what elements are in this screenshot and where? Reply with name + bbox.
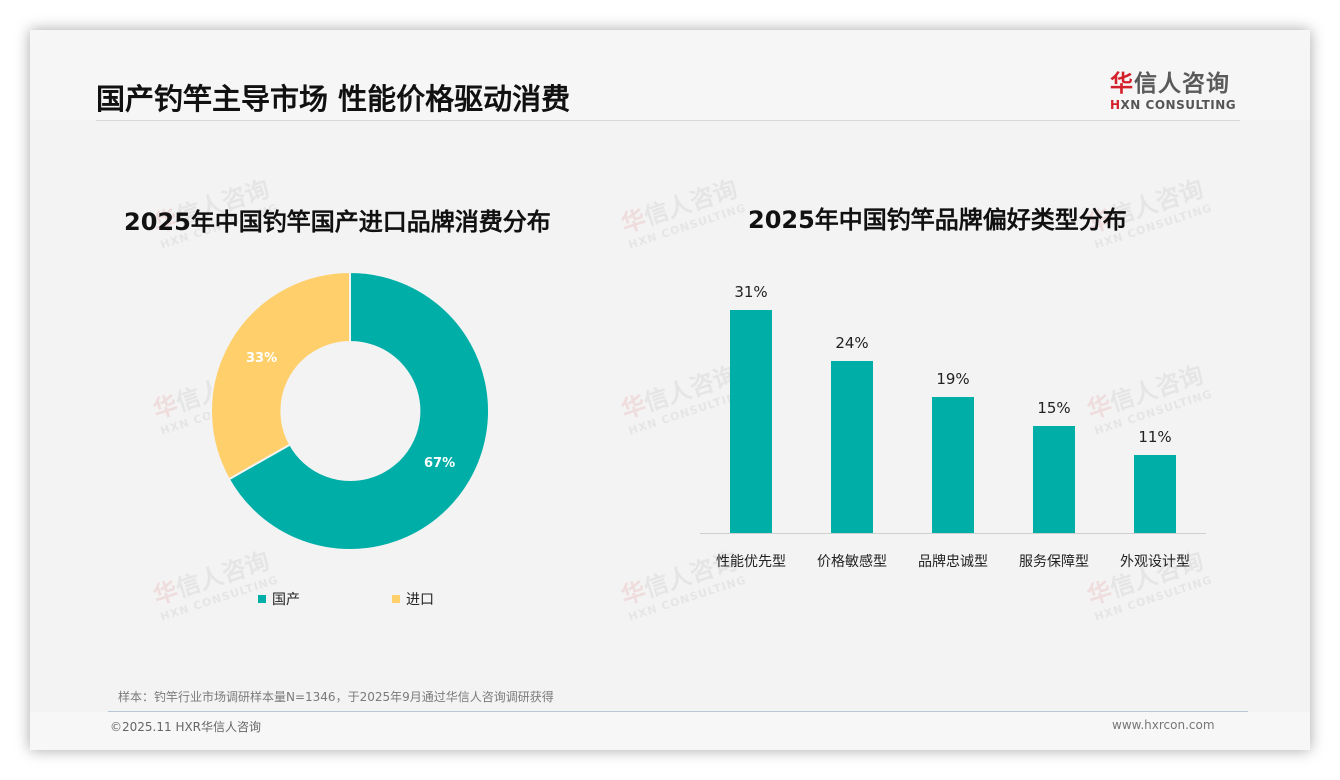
x-axis-line: [700, 533, 1206, 534]
bar-value: 19%: [936, 370, 970, 388]
bar-value: 11%: [1138, 428, 1172, 446]
bar-service[interactable]: [1033, 426, 1075, 533]
legend-swatch-yellow: [392, 595, 400, 603]
donut-label-imported: 33%: [246, 351, 278, 366]
bar-performance[interactable]: [730, 310, 772, 533]
legend-swatch-teal: [258, 595, 266, 603]
donut-slice-imported[interactable]: [210, 270, 351, 481]
watermark: 华信人咨询 HXN CONSULTING: [617, 174, 749, 252]
bar-value: 15%: [1037, 399, 1071, 417]
legend-item-domestic: 国产: [258, 589, 300, 609]
brand-logo: 华信人咨询 HXN CONSULTING: [1110, 64, 1242, 112]
bar-category: 服务保障型: [1019, 554, 1089, 570]
bar-category: 价格敏感型: [817, 554, 887, 570]
bar-value: 24%: [835, 334, 869, 352]
bar-brand-loyal[interactable]: [932, 397, 974, 533]
bar-chart-title: 2025年中国钓竿品牌偏好类型分布: [748, 206, 1127, 234]
bar-appearance[interactable]: [1134, 455, 1176, 533]
donut-svg: [210, 270, 490, 551]
footer-divider: [108, 711, 1248, 712]
bar-category: 外观设计型: [1120, 554, 1190, 570]
sample-footnote: 样本：钓竿行业市场调研样本量N=1346，于2025年9月通过华信人咨询调研获得: [118, 690, 554, 704]
bar-category: 性能优先型: [716, 554, 786, 570]
footer-band: [30, 712, 1310, 750]
bar-category: 品牌忠诚型: [918, 554, 988, 570]
donut-label-domestic: 67%: [424, 456, 456, 471]
slide: 华信人咨询 HXN CONSULTING 华信人咨询 HXN CONSULTIN…: [30, 30, 1310, 750]
header-band: [30, 30, 1310, 120]
logo-cn: 华信人咨询: [1110, 71, 1230, 97]
donut-chart: 33% 67%: [210, 270, 490, 551]
donut-slice-domestic[interactable]: [227, 270, 490, 551]
copyright-text: ©2025.11 HXR华信人咨询: [110, 720, 262, 734]
donut-chart-title: 2025年中国钓竿国产进口品牌消费分布: [124, 208, 551, 236]
bar-value: 31%: [734, 283, 768, 301]
bar-price[interactable]: [831, 361, 873, 533]
page-title: 国产钓竿主导市场 性能价格驱动消费: [96, 82, 571, 116]
bar-chart: 31% 性能优先型 24% 价格敏感型 19% 品牌忠诚型 15% 服务保障型 …: [700, 270, 1206, 570]
legend-item-imported: 进口: [392, 589, 434, 609]
title-divider: [96, 120, 1240, 121]
watermark: 华信人咨询 HXN CONSULTING: [149, 546, 281, 624]
logo-en: HXN CONSULTING: [1110, 98, 1237, 112]
website-link[interactable]: www.hxrcon.com: [1112, 718, 1215, 732]
